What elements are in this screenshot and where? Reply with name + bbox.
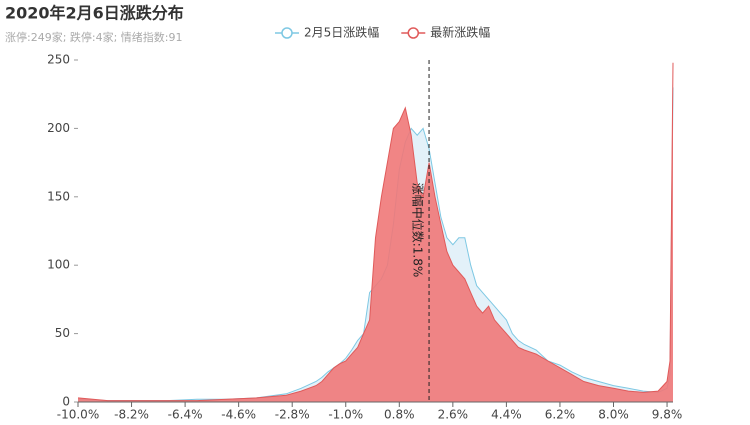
x-tick-label: 0.8% [384, 408, 415, 422]
x-tick-label: -8.2% [114, 408, 149, 422]
x-tick-label: -6.4% [168, 408, 203, 422]
chart-subtitle: 涨停:249家; 跌停:4家; 情绪指数:91 [5, 30, 183, 44]
y-tick-label: 200 [47, 121, 70, 135]
legend-label: 最新涨跌幅 [430, 25, 490, 40]
x-tick-label: 2.6% [438, 408, 469, 422]
series-line [77, 62, 674, 402]
series-line [77, 87, 674, 402]
y-tick-label: 250 [47, 53, 70, 67]
area-fill [78, 62, 673, 402]
y-tick-label: 100 [47, 258, 70, 272]
x-tick-label: 4.4% [491, 408, 522, 422]
x-tick-label: -1.0% [328, 408, 363, 422]
chart-title: 2020年2月6日涨跌分布 [5, 4, 184, 23]
x-tick-label: -10.0% [57, 408, 99, 422]
x-tick-label: -2.8% [275, 408, 310, 422]
x-tick-label: 9.8% [652, 408, 683, 422]
x-tick-label: -4.6% [221, 408, 256, 422]
y-tick-label: 50 [55, 326, 70, 340]
legend-marker [407, 27, 420, 39]
legend-marker [281, 27, 293, 39]
x-tick-label: 6.2% [545, 408, 576, 422]
y-tick-label: 0 [62, 395, 70, 409]
x-tick-label: 8.0% [598, 408, 629, 422]
legend-label: 2月5日涨跌幅 [304, 25, 379, 40]
y-tick-label: 150 [47, 189, 70, 203]
median-label: 涨幅中位数:1.8% [411, 183, 426, 278]
